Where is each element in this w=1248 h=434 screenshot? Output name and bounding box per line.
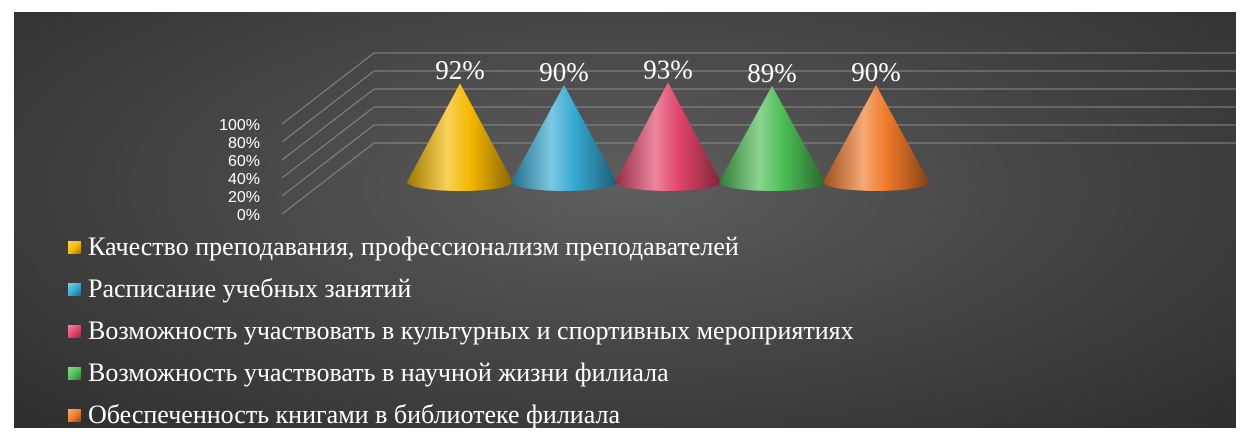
y-tick-label: 60% (228, 153, 260, 170)
data-label: 90% (851, 57, 901, 87)
cones (407, 82, 929, 191)
gridline (281, 124, 375, 197)
data-label: 93% (643, 54, 693, 84)
y-axis-ticks: 0% 20% 40% 60% 80% 100% (219, 117, 260, 224)
cone-body (719, 85, 825, 191)
gridline (281, 106, 375, 179)
y-tick-label: 40% (228, 171, 260, 188)
cone-body (511, 85, 617, 191)
legend-swatch (68, 408, 81, 422)
y-tick-label: 20% (228, 189, 260, 206)
legend-label: Возможность участвовать в научной жизни … (88, 358, 669, 387)
gridline (281, 142, 375, 215)
cone (615, 82, 721, 191)
legend-label: Качество преподавания, профессионализм п… (88, 232, 739, 261)
legend-item: Возможность участвовать в научной жизни … (68, 352, 854, 394)
gridline (281, 52, 375, 125)
gridline (281, 88, 375, 161)
cone-body (615, 82, 721, 191)
cone (719, 85, 825, 191)
cone-chart: 0% 20% 40% 60% 80% 100% 92% 90% 93% 89% … (219, 52, 1236, 224)
cone-body (823, 85, 929, 191)
y-tick-label: 80% (228, 135, 260, 152)
legend-label: Обеспеченность книгами в библиотеке фили… (88, 400, 620, 428)
legend-label: Возможность участвовать в культурных и с… (88, 316, 854, 345)
cone-body (407, 83, 513, 191)
y-tick-label: 0% (237, 207, 260, 224)
chart-panel: 0% 20% 40% 60% 80% 100% 92% 90% 93% 89% … (14, 12, 1236, 428)
cone (407, 83, 513, 191)
legend-item: Обеспеченность книгами в библиотеке фили… (68, 394, 854, 428)
legend-item: Возможность участвовать в культурных и с… (68, 310, 854, 352)
legend-swatch (68, 366, 81, 380)
cone (823, 85, 929, 191)
cone (511, 85, 617, 191)
gridline (281, 70, 375, 143)
grid-layer (281, 52, 1236, 215)
legend-item: Качество преподавания, профессионализм п… (68, 226, 854, 268)
legend-swatch (68, 282, 81, 296)
legend-label: Расписание учебных занятий (88, 274, 412, 303)
data-label: 89% (747, 58, 797, 88)
data-label: 90% (539, 57, 589, 87)
data-labels: 92% 90% 93% 89% 90% (435, 54, 901, 88)
data-label: 92% (435, 55, 485, 85)
legend-swatch (68, 324, 81, 338)
legend: Качество преподавания, профессионализм п… (68, 226, 854, 428)
legend-item: Расписание учебных занятий (68, 268, 854, 310)
y-tick-label: 100% (219, 117, 260, 134)
legend-swatch (68, 240, 81, 254)
